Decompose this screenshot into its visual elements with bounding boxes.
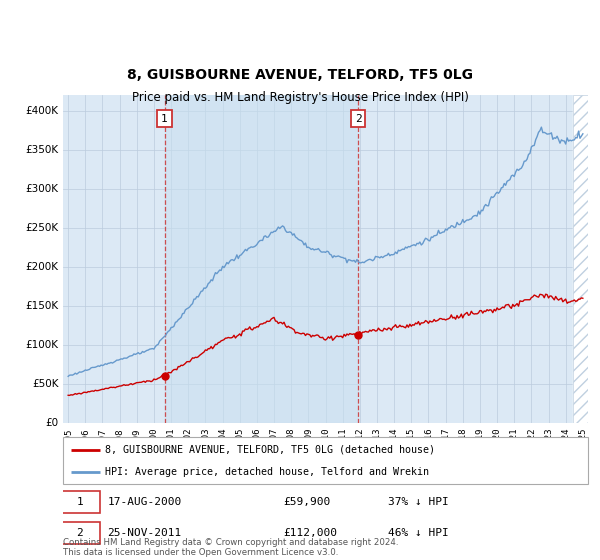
Text: 1: 1 [161,114,168,124]
Text: £112,000: £112,000 [284,528,337,538]
Text: £50K: £50K [32,379,59,389]
FancyBboxPatch shape [61,491,100,513]
Text: 8, GUISBOURNE AVENUE, TELFORD, TF5 0LG (detached house): 8, GUISBOURNE AVENUE, TELFORD, TF5 0LG (… [105,445,435,455]
Text: 1: 1 [76,497,83,507]
Text: 37% ↓ HPI: 37% ↓ HPI [389,497,449,507]
Text: HPI: Average price, detached house, Telford and Wrekin: HPI: Average price, detached house, Telf… [105,466,429,477]
Text: £300K: £300K [26,184,59,194]
Text: 8, GUISBOURNE AVENUE, TELFORD, TF5 0LG: 8, GUISBOURNE AVENUE, TELFORD, TF5 0LG [127,68,473,82]
Text: £100K: £100K [26,340,59,350]
Text: Price paid vs. HM Land Registry's House Price Index (HPI): Price paid vs. HM Land Registry's House … [131,91,469,104]
Text: £59,900: £59,900 [284,497,331,507]
FancyBboxPatch shape [63,437,588,484]
Text: £250K: £250K [26,223,59,233]
FancyBboxPatch shape [61,522,100,544]
Bar [573,95,588,423]
Text: 25-NOV-2011: 25-NOV-2011 [107,528,182,538]
Text: £0: £0 [46,418,59,428]
Text: £150K: £150K [26,301,59,311]
Text: 2: 2 [355,114,361,124]
Text: £400K: £400K [26,106,59,116]
Text: 2: 2 [76,528,83,538]
Text: £350K: £350K [26,145,59,155]
Text: £200K: £200K [26,262,59,272]
Bar [164,95,358,423]
Bar [573,95,588,423]
Text: 17-AUG-2000: 17-AUG-2000 [107,497,182,507]
Text: 46% ↓ HPI: 46% ↓ HPI [389,528,449,538]
Text: Contains HM Land Registry data © Crown copyright and database right 2024.
This d: Contains HM Land Registry data © Crown c… [63,538,398,557]
